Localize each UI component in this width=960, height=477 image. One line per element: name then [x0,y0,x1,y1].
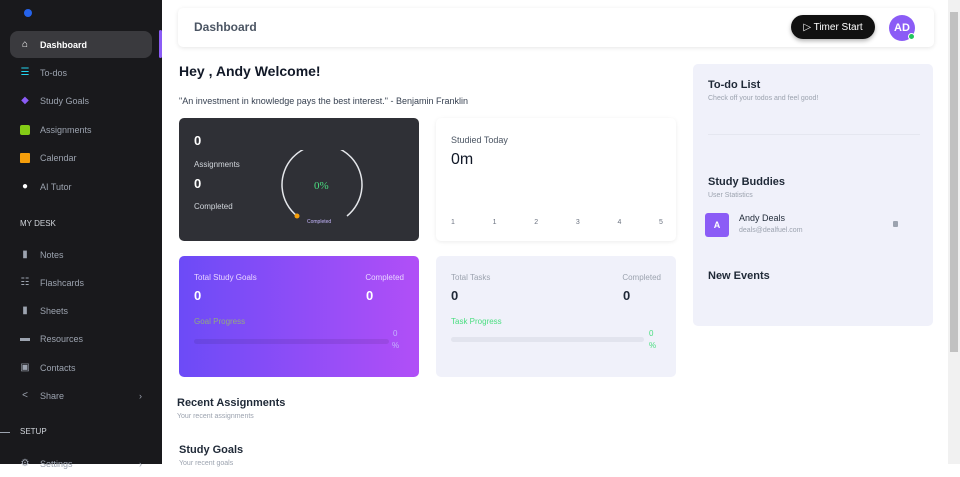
events-title: New Events [708,270,770,282]
tasks-completed-label: Completed [622,273,661,282]
buddies-title: Study Buddies [708,176,786,188]
calendar-icon [20,152,30,163]
online-status-icon [908,33,915,40]
contacts-icon: ▣ [20,361,30,373]
section-my-desk: MY DESK [20,219,56,228]
diamond-icon: ◆ [21,94,29,106]
task-progress-value: 0 [649,329,654,338]
sidebar-item-study-goals[interactable]: ◆ Study Goals [21,94,90,106]
sidebar-item-ai-tutor[interactable]: ● AI Tutor [21,180,72,192]
studied-title: Studied Today [451,135,508,145]
task-progress-unit: % [649,341,657,350]
buddies-subtitle: User Statistics [708,192,753,199]
gauge-label: Completed [307,219,332,225]
assignments-count: 0 [194,133,202,148]
flashcards-icon: ☷ [20,276,30,288]
completion-gauge [281,150,363,219]
buddy-avatar: A [705,213,729,237]
goals-completed-label: Completed [365,273,404,282]
buddy-email: deals@dealfuel.com [739,227,803,234]
scrollbar[interactable] [948,0,960,464]
divider [708,134,920,135]
recent-assignments-title: Recent Assignments [177,397,286,409]
todo-subtitle: Check off your todos and feel good! [708,95,819,102]
sidebar-item-todos[interactable]: ☰ To-dos [20,66,68,78]
chat-icon: ● [21,180,29,192]
scrollbar-thumb[interactable] [950,12,958,352]
task-progress-label: Task Progress [451,317,502,326]
axis-tick: 4 [617,219,622,226]
studied-axis: 1 1 2 3 4 5 [451,219,663,226]
recent-assignments-subtitle: Your recent assignments [177,413,254,420]
sidebar-item-sheets[interactable]: ▮ Sheets [10,297,152,324]
chevron-right-icon: › [139,390,142,401]
sheet-icon: ▮ [22,304,28,316]
trash-icon[interactable] [893,221,898,227]
axis-tick: 1 [451,219,455,226]
cube-icon [20,124,30,135]
goals-completed: 0 [366,288,374,303]
welcome-heading: Hey , Andy Welcome! [179,63,321,79]
axis-tick: 3 [575,219,580,226]
right-panel: To-do List Check off your todos and feel… [693,64,933,326]
active-indicator [159,30,162,58]
share-icon: < [22,389,28,401]
assignments-label: Assignments [194,160,240,169]
completed-count: 0 [194,176,202,191]
tasks-completed: 0 [623,288,631,303]
studied-value: 0m [451,151,474,168]
divider [0,432,10,433]
quote: "An investment in knowledge pays the bes… [179,96,469,106]
timer-start-button[interactable]: ▷ Timer Start [791,15,875,39]
total-tasks: 0 [451,288,459,303]
list-icon: ☰ [20,66,30,78]
todo-title: To-do List [708,79,761,91]
page-title: Dashboard [194,20,257,34]
goal-progress-value: 0 [393,329,398,338]
section-setup: SETUP [20,427,47,436]
total-tasks-label: Total Tasks [451,273,491,282]
sidebar-item-share[interactable]: < Share › [10,382,152,409]
gauge-marker [294,213,300,219]
total-goals: 0 [194,288,202,303]
task-progress-bar [451,337,644,342]
axis-tick: 1 [492,219,497,226]
home-icon: ⌂ [21,38,29,50]
total-goals-label: Total Study Goals [194,273,257,282]
goal-progress-label: Goal Progress [194,317,246,326]
studied-today-card: Studied Today 0m 1 1 2 3 4 5 [436,118,676,241]
axis-tick: 2 [534,219,539,226]
axis-tick: 5 [659,219,663,226]
sidebar-item-resources[interactable]: ▬ Resources [20,332,84,344]
assignments-card: 0 Assignments 0 Completed 0% Completed [179,118,419,241]
avatar[interactable]: AD [889,15,915,41]
sidebar-item-flashcards[interactable]: ☷ Flashcards [20,276,85,288]
gauge-value: 0% [314,180,329,192]
top-header: Dashboard ▷ Timer Start AD [178,8,934,47]
completed-label: Completed [194,202,233,211]
sidebar-item-dashboard[interactable]: ⌂ Dashboard [10,31,152,58]
sidebar-item-calendar[interactable]: Calendar [10,144,152,171]
tasks-card: Total Tasks Completed 0 0 Task Progress … [436,256,676,377]
buddy-name: Andy Deals [739,213,786,223]
sidebar-item-contacts[interactable]: ▣ Contacts [20,361,76,373]
sidebar-item-assignments[interactable]: Assignments [10,116,152,143]
note-icon: ▮ [22,248,28,260]
study-goals-title: Study Goals [179,444,244,456]
sidebar-item-notes[interactable]: ▮ Notes [10,241,152,268]
goal-progress-unit: % [392,341,400,350]
sidebar: ⌂ Dashboard ☰ To-dos ◆ Study Goals Assignme… [0,0,162,469]
logo [24,9,32,17]
study-goals-card: Total Study Goals Completed 0 0 Goal Pro… [179,256,419,377]
gear-icon: ⚙ [20,457,30,469]
resources-icon: ▬ [20,332,30,344]
goal-progress-bar [194,339,389,344]
